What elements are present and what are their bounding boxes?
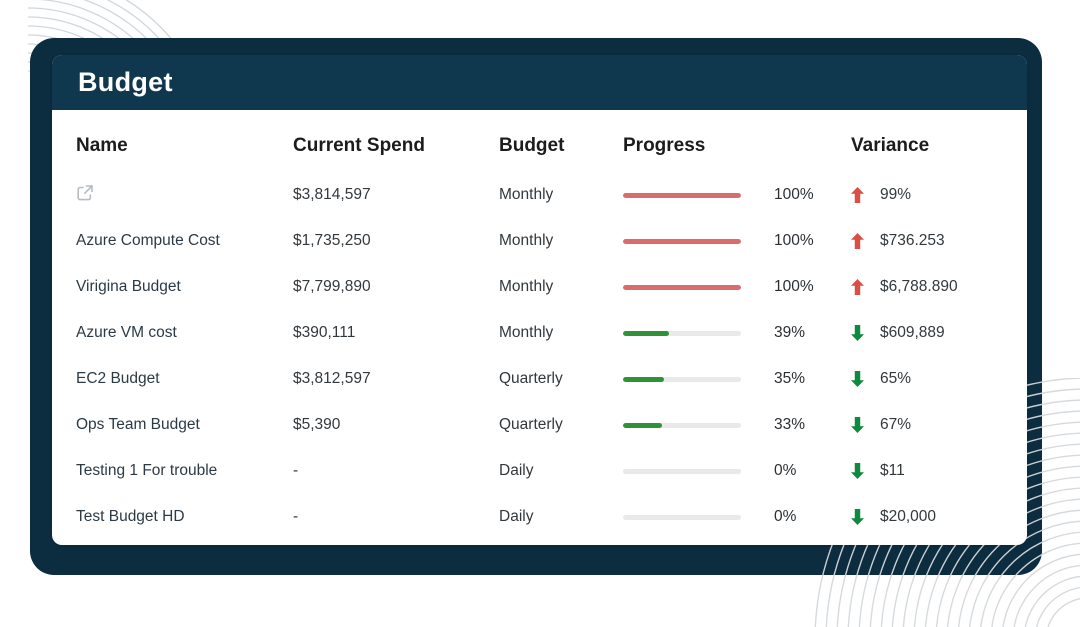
table-row[interactable]: Azure VM cost $390,111 Monthly 39% $609,… [76, 310, 1003, 356]
progress-percent: 39% [774, 324, 806, 341]
table-row[interactable]: Azure Compute Cost $1,735,250 Monthly 10… [76, 218, 1003, 264]
column-header-progress: Progress [623, 135, 706, 156]
variance-arrow-icon [851, 279, 864, 295]
external-link-icon[interactable] [76, 184, 94, 202]
budget-name: EC2 Budget [76, 370, 160, 387]
variance-value: 65% [880, 370, 912, 387]
budget-table: Name Current Spend Budget Progress Varia… [52, 110, 1027, 540]
table-row[interactable]: Virigina Budget $7,799,890 Monthly 100% … [76, 264, 1003, 310]
table-header-row: Name Current Spend Budget Progress Varia… [76, 120, 1003, 172]
progress-bar [623, 468, 741, 474]
variance-value: $11 [880, 462, 905, 479]
page-title: Budget [78, 67, 173, 97]
progress-percent: 0% [774, 462, 797, 479]
card-header: Budget [52, 55, 1027, 110]
variance-arrow-icon [851, 233, 864, 249]
current-spend-value: $390,111 [293, 324, 356, 341]
table-row[interactable]: Test Budget HD - Daily 0% $20,000 [76, 494, 1003, 540]
progress-fill [623, 376, 665, 382]
budget-period: Monthly [499, 324, 554, 341]
budget-name: Ops Team Budget [76, 416, 200, 433]
current-spend-value: $1,735,250 [293, 232, 371, 249]
budget-period: Daily [499, 462, 534, 479]
current-spend-value: - [293, 462, 299, 479]
current-spend-value: $3,812,597 [293, 370, 371, 387]
variance-arrow-icon [851, 509, 864, 525]
progress-bar [623, 422, 741, 428]
progress-percent: 35% [774, 370, 806, 387]
column-header-current-spend: Current Spend [293, 135, 425, 156]
table-row[interactable]: Testing 1 For trouble - Daily 0% $11 [76, 448, 1003, 494]
progress-fill [623, 238, 741, 244]
variance-value: $736.253 [880, 232, 945, 249]
table-row[interactable]: Ops Team Budget $5,390 Quarterly 33% 67% [76, 402, 1003, 448]
progress-percent: 100% [774, 186, 814, 203]
budget-card: Budget Name Current Spend Budget Progres… [52, 55, 1027, 545]
variance-value: 99% [880, 186, 912, 203]
progress-bar [623, 284, 741, 290]
budget-period: Quarterly [499, 370, 563, 387]
budget-period: Monthly [499, 186, 554, 203]
budget-period: Quarterly [499, 416, 563, 433]
variance-arrow-icon [851, 187, 864, 203]
variance-arrow-icon [851, 325, 864, 341]
budget-period: Monthly [499, 278, 554, 295]
variance-arrow-icon [851, 371, 864, 387]
progress-fill [623, 422, 662, 428]
budget-period: Monthly [499, 232, 554, 249]
progress-percent: 100% [774, 278, 814, 295]
progress-bar [623, 238, 741, 244]
budget-name: Virigina Budget [76, 278, 181, 295]
current-spend-value: $3,814,597 [293, 186, 371, 203]
progress-fill [623, 192, 741, 198]
variance-arrow-icon [851, 417, 864, 433]
budget-name: Testing 1 For trouble [76, 462, 218, 479]
variance-arrow-icon [851, 463, 864, 479]
progress-percent: 100% [774, 232, 814, 249]
current-spend-value: $7,799,890 [293, 278, 371, 295]
progress-bar [623, 514, 741, 520]
progress-fill [623, 284, 741, 290]
budget-name: Azure VM cost [76, 324, 177, 341]
variance-value: $6,788.890 [880, 278, 958, 295]
column-header-name: Name [76, 135, 128, 156]
progress-fill [623, 330, 670, 336]
progress-percent: 33% [774, 416, 806, 433]
progress-percent: 0% [774, 508, 797, 525]
progress-bar [623, 376, 741, 382]
variance-value: 67% [880, 416, 912, 433]
progress-bar [623, 330, 741, 336]
current-spend-value: - [293, 508, 299, 525]
table-row[interactable]: EC2 Budget $3,812,597 Quarterly 35% 65% [76, 356, 1003, 402]
budget-name: Test Budget HD [76, 508, 185, 525]
progress-bar [623, 192, 741, 198]
table-row[interactable]: $3,814,597 Monthly 100% 99% [76, 172, 1003, 218]
column-header-variance: Variance [851, 135, 930, 156]
column-header-budget: Budget [499, 135, 565, 156]
budget-name: Azure Compute Cost [76, 232, 220, 249]
current-spend-value: $5,390 [293, 416, 341, 433]
variance-value: $20,000 [880, 508, 937, 525]
variance-value: $609,889 [880, 324, 945, 341]
budget-period: Daily [499, 508, 534, 525]
